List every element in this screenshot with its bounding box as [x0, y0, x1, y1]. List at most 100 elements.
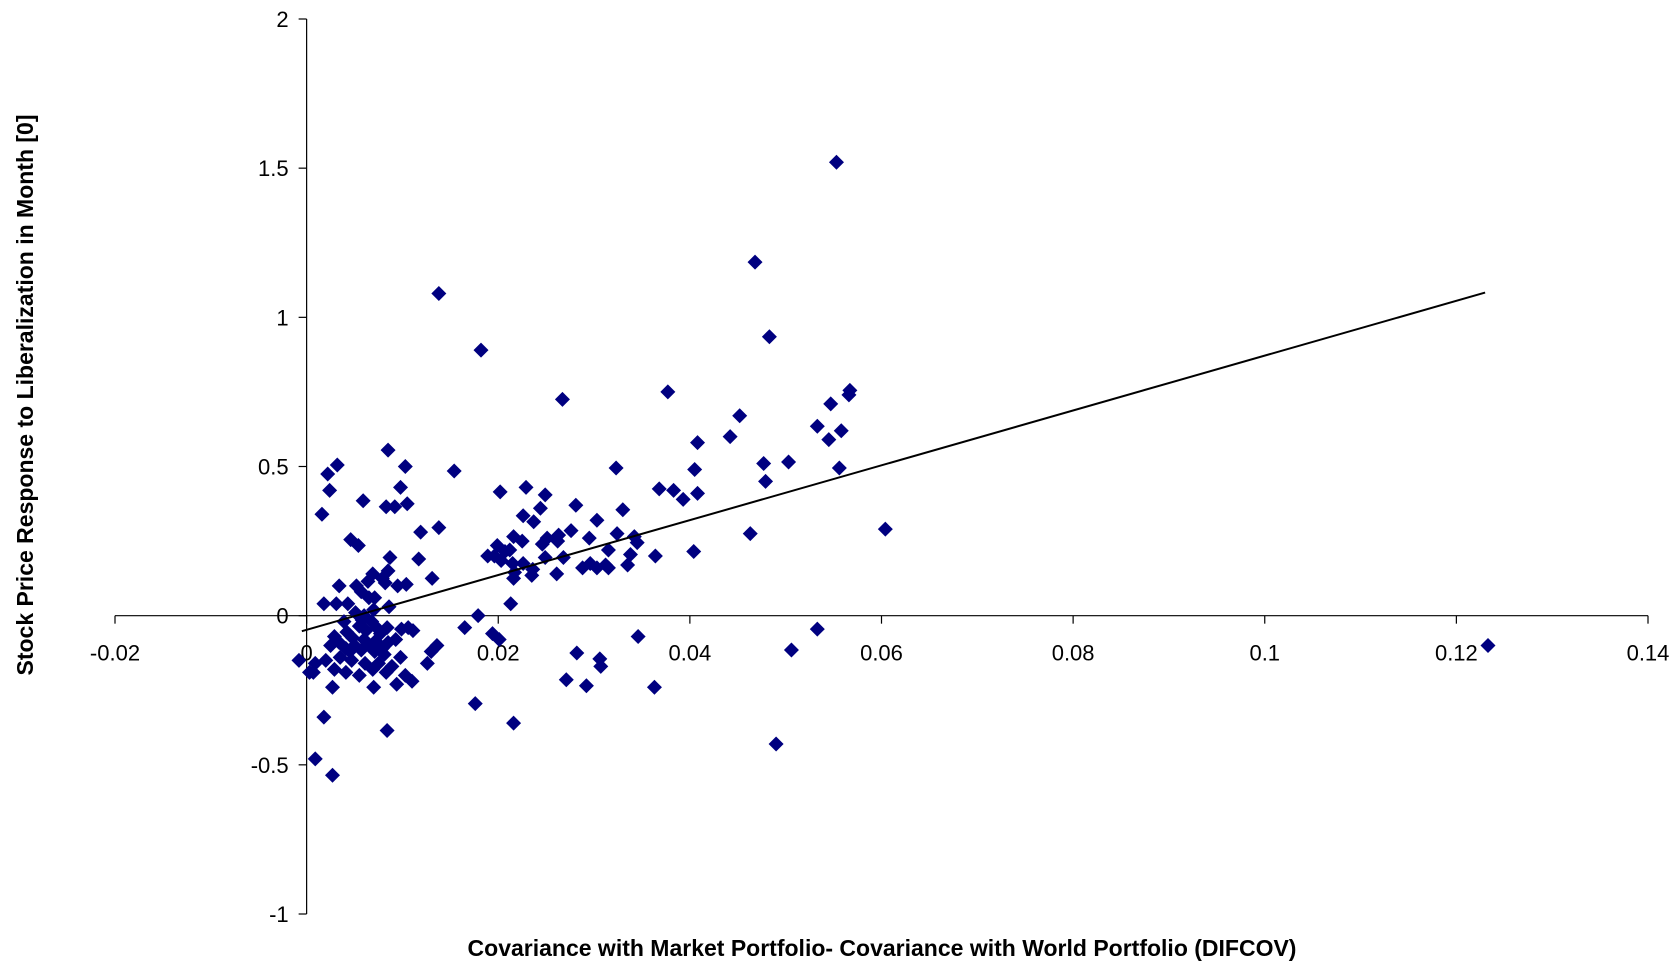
- data-point: [558, 672, 574, 688]
- data-point: [828, 154, 844, 170]
- data-point: [340, 596, 356, 612]
- x-tick-label: 0.04: [668, 641, 711, 666]
- data-point: [620, 557, 636, 573]
- data-point: [575, 560, 591, 576]
- data-point: [446, 463, 462, 479]
- data-point: [419, 655, 435, 671]
- data-point: [589, 512, 605, 528]
- data-point: [323, 638, 339, 653]
- data-point: [589, 560, 605, 576]
- data-point: [405, 623, 421, 639]
- data-point: [506, 715, 522, 731]
- data-point: [524, 567, 540, 583]
- data-point: [377, 575, 393, 591]
- data-point: [646, 679, 662, 695]
- data-point: [877, 521, 893, 537]
- data-point: [647, 548, 663, 564]
- data-point: [399, 496, 415, 512]
- data-point: [353, 642, 369, 658]
- data-point: [722, 429, 738, 445]
- data-point: [518, 479, 534, 495]
- data-point: [366, 679, 382, 695]
- x-tick-label: 0.14: [1627, 641, 1670, 666]
- data-point: [629, 535, 645, 551]
- data-point: [360, 573, 376, 589]
- data-point: [320, 466, 336, 482]
- data-point: [389, 676, 405, 692]
- data-point: [563, 523, 579, 539]
- data-point: [622, 547, 638, 563]
- data-point: [457, 620, 473, 636]
- data-point: [393, 479, 409, 495]
- data-point: [387, 499, 403, 515]
- y-tick-label: 0: [276, 604, 288, 629]
- data-point: [758, 473, 774, 489]
- data-point: [608, 460, 624, 476]
- data-point: [747, 254, 763, 270]
- data-points: [291, 154, 1496, 783]
- data-point: [379, 723, 395, 739]
- data-point: [338, 664, 354, 680]
- data-point: [489, 538, 505, 554]
- data-point: [332, 649, 348, 665]
- data-point: [761, 329, 777, 345]
- x-tick-label: 0.06: [860, 641, 903, 666]
- data-point: [388, 632, 404, 648]
- data-point: [493, 552, 509, 568]
- data-point: [376, 646, 392, 662]
- data-point: [314, 506, 330, 522]
- data-point: [660, 384, 676, 400]
- data-point: [690, 435, 706, 451]
- data-point: [342, 643, 358, 659]
- data-point: [781, 454, 797, 470]
- data-point: [1480, 638, 1496, 653]
- data-point: [609, 526, 625, 542]
- data-point: [351, 667, 367, 683]
- data-point: [756, 456, 772, 472]
- data-point: [326, 661, 342, 677]
- x-axis-ticks: -0.02 0 0.02 0.04 0.06 0.08 0.1 0.12 0.14: [90, 615, 1670, 666]
- data-point: [666, 482, 682, 498]
- data-point: [833, 423, 849, 439]
- data-point: [393, 649, 409, 665]
- data-point: [382, 549, 398, 565]
- data-point: [503, 596, 519, 612]
- data-point: [491, 632, 507, 648]
- x-tick-label: -0.02: [90, 641, 140, 666]
- data-point: [318, 652, 334, 668]
- data-point: [397, 667, 413, 683]
- data-point: [429, 638, 445, 653]
- y-axis-title: Stock Price Response to Liberalization i…: [12, 114, 38, 675]
- data-point: [305, 664, 321, 680]
- data-point: [291, 652, 307, 668]
- data-point: [823, 396, 839, 412]
- data-point: [378, 499, 394, 515]
- data-point: [550, 533, 566, 549]
- data-point: [568, 497, 584, 513]
- data-point: [549, 566, 565, 582]
- data-point: [492, 484, 508, 500]
- data-point: [651, 481, 667, 497]
- data-point: [316, 596, 332, 612]
- data-point: [537, 487, 553, 503]
- data-point: [506, 570, 522, 586]
- y-tick-label: 1.5: [258, 156, 289, 181]
- y-tick-label: 2: [276, 7, 288, 32]
- data-point: [502, 542, 518, 558]
- y-axis-ticks: -1 -0.5 0 0.5 1 1.5 2: [251, 7, 307, 927]
- data-point: [526, 514, 542, 530]
- data-point: [431, 520, 447, 536]
- data-point: [821, 432, 837, 448]
- data-point: [554, 391, 570, 407]
- data-point: [581, 530, 597, 546]
- data-point: [397, 459, 413, 474]
- data-point: [630, 629, 646, 645]
- trendline-group: [301, 291, 1486, 633]
- x-tick-label: 0.08: [1052, 641, 1095, 666]
- data-point: [831, 460, 847, 476]
- data-point: [534, 536, 550, 552]
- data-point: [329, 457, 345, 473]
- data-point: [514, 533, 530, 549]
- data-point: [809, 418, 825, 434]
